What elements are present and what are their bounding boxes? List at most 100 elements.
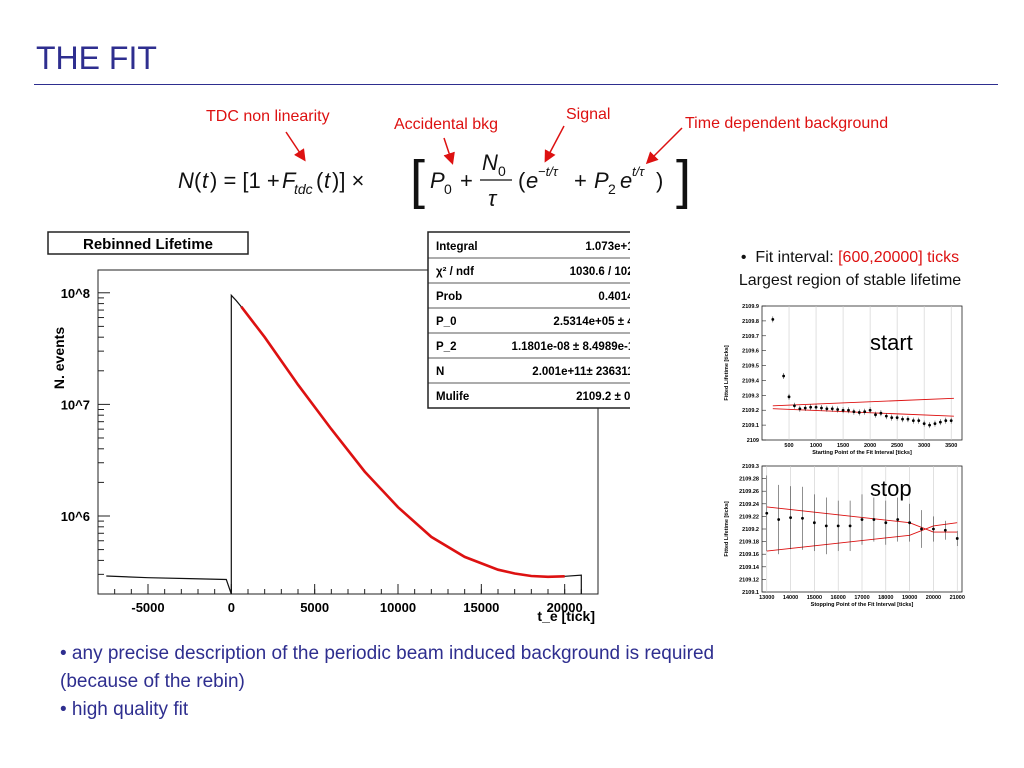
x-tick-label: -5000	[131, 600, 164, 615]
data-point	[932, 527, 935, 531]
data-point	[901, 417, 904, 421]
data-point	[928, 423, 931, 427]
data-point	[812, 521, 816, 525]
mini-x-tick-label: 2500	[891, 443, 903, 449]
svg-text:+: +	[574, 168, 587, 193]
data-point	[765, 511, 769, 515]
mini-bg	[706, 460, 968, 610]
arrow-signal	[544, 125, 565, 163]
svg-text:P: P	[594, 168, 609, 193]
mini-y-tick-label: 2109.1	[742, 590, 759, 596]
mini-x-tick-label: 20000	[926, 595, 941, 601]
x-tick-label: 15000	[463, 600, 499, 615]
stats-value: 0.40143	[598, 291, 630, 303]
mini-x-tick-label: 14000	[783, 595, 798, 601]
stats-label: P_2	[436, 341, 456, 353]
start-scan-chart: 500 1000 1500 2000 2500 3000 3500 2109 2109.1 210…	[706, 300, 968, 458]
data-point	[787, 395, 791, 399]
data-point	[801, 516, 804, 520]
mini-x-tick-label: 500	[784, 443, 793, 449]
data-point	[777, 518, 781, 521]
stats-label: χ² / ndf	[436, 266, 474, 278]
data-point	[911, 419, 915, 423]
mini-y-tick-label: 2109.3	[742, 393, 759, 399]
slide-title: THE FIT	[36, 40, 157, 76]
data-point	[841, 408, 845, 412]
data-point	[793, 404, 796, 408]
band-lower	[772, 408, 954, 417]
y-tick-label: 10^6	[61, 509, 90, 524]
y-axis-label: N. events	[51, 327, 67, 389]
data-point	[955, 537, 959, 540]
mini-x-tick-label: 1000	[810, 443, 822, 449]
mini-x-tick-label: 17000	[854, 595, 869, 601]
mini-y-tick-label: 2109.8	[742, 319, 759, 325]
band-upper	[772, 397, 954, 407]
data-point	[944, 419, 948, 423]
side-notes: • Fit interval: [600,20000] ticks Larges…	[700, 246, 1000, 292]
data-point	[874, 413, 877, 417]
mini-x-tick-label: 16000	[831, 595, 846, 601]
mini-x-tick-label: 3000	[918, 443, 930, 449]
y-tick-label: 10^7	[61, 397, 90, 412]
mini-y-tick-label: 2109.3	[742, 464, 759, 470]
stats-label: Prob	[436, 291, 462, 303]
svg-text:N: N	[482, 150, 498, 175]
mini-frame	[761, 305, 963, 441]
arrow-tdc	[285, 131, 306, 162]
arrow-time-dependent	[645, 127, 683, 165]
fit-interval-prefix: Fit interval:	[755, 249, 839, 266]
fit-curve	[240, 305, 565, 579]
data-point	[820, 406, 823, 410]
mini-y-tick-label: 2109	[747, 438, 759, 444]
note-line-1: • any precise description of the periodi…	[60, 643, 715, 664]
mini-x-tick-label: 21000	[950, 595, 965, 601]
data-point	[908, 521, 912, 525]
y-tick-label: 10^8	[61, 286, 90, 301]
stats-value: 2109.2 ± 0.0	[576, 391, 630, 403]
chart-title: Rebinned Lifetime	[83, 236, 213, 253]
stop-scan-chart: 13000 14000 15000 16000 17000 18000 19000 20000…	[706, 460, 968, 610]
stats-value: 1.1801e-08 ± 8.4989e-11	[512, 341, 630, 353]
data-point	[943, 528, 947, 532]
data-point	[895, 416, 899, 420]
svg-text:t/τ: t/τ	[632, 164, 645, 179]
data-point	[906, 417, 910, 421]
svg-text:)] ×: )] ×	[332, 168, 364, 193]
svg-text:−t/τ: −t/τ	[538, 164, 559, 179]
svg-text:N: N	[178, 168, 194, 193]
x-axis-label: t_e [tick]	[537, 608, 595, 624]
svg-text:(: (	[316, 168, 324, 193]
svg-text:2: 2	[608, 181, 616, 197]
svg-text:+: +	[460, 168, 473, 193]
svg-text:tdc: tdc	[294, 181, 313, 197]
mini-x-tick-label: 18000	[878, 595, 893, 601]
data-point	[789, 516, 792, 520]
mini-y-axis-label: Fitted Lifetime [ticks]	[724, 501, 730, 556]
mini-y-tick-label: 2109.22	[739, 514, 759, 520]
svg-text:): )	[656, 168, 663, 193]
data-point	[825, 407, 829, 411]
mini-x-tick-label: 1500	[837, 443, 849, 449]
mini-x-axis-label: Starting Point of the Fit Interval [tick…	[812, 450, 912, 456]
mini-y-tick-label: 2109.12	[739, 577, 759, 583]
data-point	[798, 407, 802, 411]
data-point	[809, 405, 813, 409]
mini-x-tick-label: 19000	[902, 595, 917, 601]
data-point	[890, 416, 894, 420]
svg-text:0: 0	[444, 181, 452, 197]
data-point	[771, 318, 775, 321]
stats-label: N	[436, 366, 444, 378]
mini-x-tick-label: 3500	[945, 443, 957, 449]
svg-text:[: [	[410, 150, 425, 210]
data-point	[836, 408, 840, 411]
data-point	[848, 524, 852, 528]
stats-value: 2.5314e+05 ± 42	[553, 316, 630, 328]
data-point	[920, 527, 923, 531]
data-point	[860, 518, 864, 521]
svg-text:t: t	[202, 168, 209, 193]
data-point	[814, 405, 818, 409]
stats-label: Integral	[436, 241, 478, 253]
mini-y-tick-label: 2109.4	[742, 378, 760, 384]
data-point	[933, 422, 937, 426]
